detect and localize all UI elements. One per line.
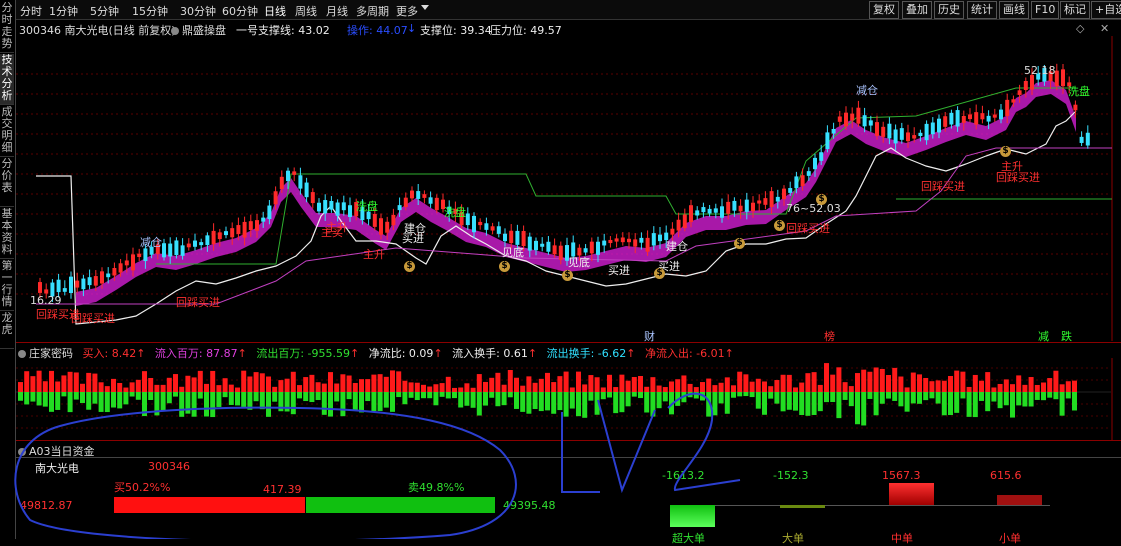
chevron-down-icon: [421, 5, 429, 10]
fund-stock-code: 300346: [148, 460, 190, 473]
tab-intraday[interactable]: 分时走势: [0, 2, 14, 53]
pressure-value: 压力位: 49.57: [490, 24, 562, 37]
handwritten-annotation: [14, 392, 741, 539]
fund-panel-title: A03当日资金: [29, 445, 95, 458]
medium-value: 1567.3: [882, 469, 921, 482]
buy-in-value: 买入: 8.42: [82, 347, 137, 360]
super-large-bar: [670, 505, 715, 527]
small-value: 615.6: [990, 469, 1022, 482]
outflow-value: 流出百万: -955.59: [256, 347, 351, 360]
btn-adjust[interactable]: 复权: [869, 1, 899, 19]
tf-more[interactable]: 更多: [396, 5, 418, 18]
btn-history[interactable]: 历史: [934, 1, 964, 19]
capital-flow-histogram[interactable]: [16, 358, 1121, 440]
diamond-icon[interactable]: ◇: [1076, 22, 1085, 35]
center-value: 417.39: [263, 483, 302, 496]
btn-f10[interactable]: F10: [1031, 1, 1060, 19]
stock-title: 300346 南大光电(日线 前复权): [19, 24, 176, 37]
buy-percent: 买50.2%%: [114, 481, 171, 494]
support1-value: 一号支撑线: 43.02: [236, 24, 330, 37]
sell-bar: [306, 497, 495, 513]
sell-percent: 卖49.8%%: [408, 481, 465, 494]
tf-intraday[interactable]: 分时: [20, 5, 42, 18]
flow-baseline: [670, 505, 1050, 506]
support-value: 支撑位: 39.34: [420, 24, 492, 37]
tab-trades[interactable]: 成交明细: [0, 106, 14, 157]
indicator-toggle-icon[interactable]: [171, 27, 179, 35]
btn-statistics[interactable]: 统计: [967, 1, 997, 19]
tf-15min[interactable]: 15分钟: [132, 5, 168, 18]
tf-5min[interactable]: 5分钟: [90, 5, 119, 18]
tf-monthly[interactable]: 月线: [326, 5, 348, 18]
panel-toggle-icon[interactable]: [18, 350, 26, 358]
tab-technical[interactable]: 技术分析: [0, 54, 14, 105]
net-flow-value: 净流入出: -6.01: [644, 347, 725, 360]
buy-bar: [114, 497, 305, 513]
large-bar: [780, 505, 825, 508]
indicator-name[interactable]: 鼎盛操盘: [171, 22, 226, 38]
candlestick-chart[interactable]: [16, 36, 1121, 341]
operate-value: 操作: 44.07: [347, 24, 408, 37]
btn-add-watchlist[interactable]: +自选: [1091, 1, 1121, 19]
net-ratio-value: 净流比: 0.09: [368, 347, 434, 360]
btn-draw-line[interactable]: 画线: [999, 1, 1029, 19]
btn-mark[interactable]: 标记: [1060, 1, 1090, 19]
medium-bar: [889, 483, 934, 505]
tab-price-table[interactable]: 分价表: [0, 158, 14, 207]
divider: [16, 342, 1121, 343]
tab-fundamentals[interactable]: 基本资料: [0, 208, 14, 259]
super-large-value: -1613.2: [662, 469, 705, 482]
small-bar: [997, 495, 1042, 505]
tf-weekly[interactable]: 周线: [295, 5, 317, 18]
down-arrow-icon: ↓: [407, 22, 417, 35]
fund-stock-name: 南大光电: [35, 462, 79, 475]
inflow-turnover-value: 流入换手: 0.61: [452, 347, 528, 360]
tf-daily[interactable]: 日线: [264, 5, 286, 18]
tf-60min[interactable]: 60分钟: [222, 5, 258, 18]
capital-panel-header: 庄家密码 买入: 8.42↑ 流入百万: 87.87↑ 流出百万: -955.5…: [16, 345, 1121, 360]
left-value: 49812.87: [20, 499, 73, 512]
inflow-value: 流入百万: 87.87: [154, 347, 238, 360]
tab-dragon-tiger[interactable]: 龙虎: [0, 312, 14, 349]
right-value: 49395.48: [503, 499, 556, 512]
btn-overlay[interactable]: 叠加: [902, 1, 932, 19]
tab-first-quote[interactable]: 第一行情: [0, 260, 14, 311]
large-value: -152.3: [773, 469, 809, 482]
left-sidebar: 分时走势 技术分析 成交明细 分价表 基本资料 第一行情 龙虎: [0, 0, 16, 539]
divider: [16, 457, 1121, 458]
indicator-name-label: 鼎盛操盘: [182, 24, 226, 37]
period-toolbar: 分时 1分钟 5分钟 15分钟 30分钟 60分钟 日线 周线 月线 多周期 更…: [16, 0, 1121, 20]
tf-1min[interactable]: 1分钟: [49, 5, 78, 18]
outflow-turnover-value: 流出换手: -6.62: [546, 347, 627, 360]
capital-panel-title: 庄家密码: [29, 347, 73, 360]
tf-30min[interactable]: 30分钟: [180, 5, 216, 18]
close-icon[interactable]: ✕: [1100, 22, 1110, 35]
divider: [16, 440, 1121, 441]
tf-multi[interactable]: 多周期: [356, 5, 389, 18]
